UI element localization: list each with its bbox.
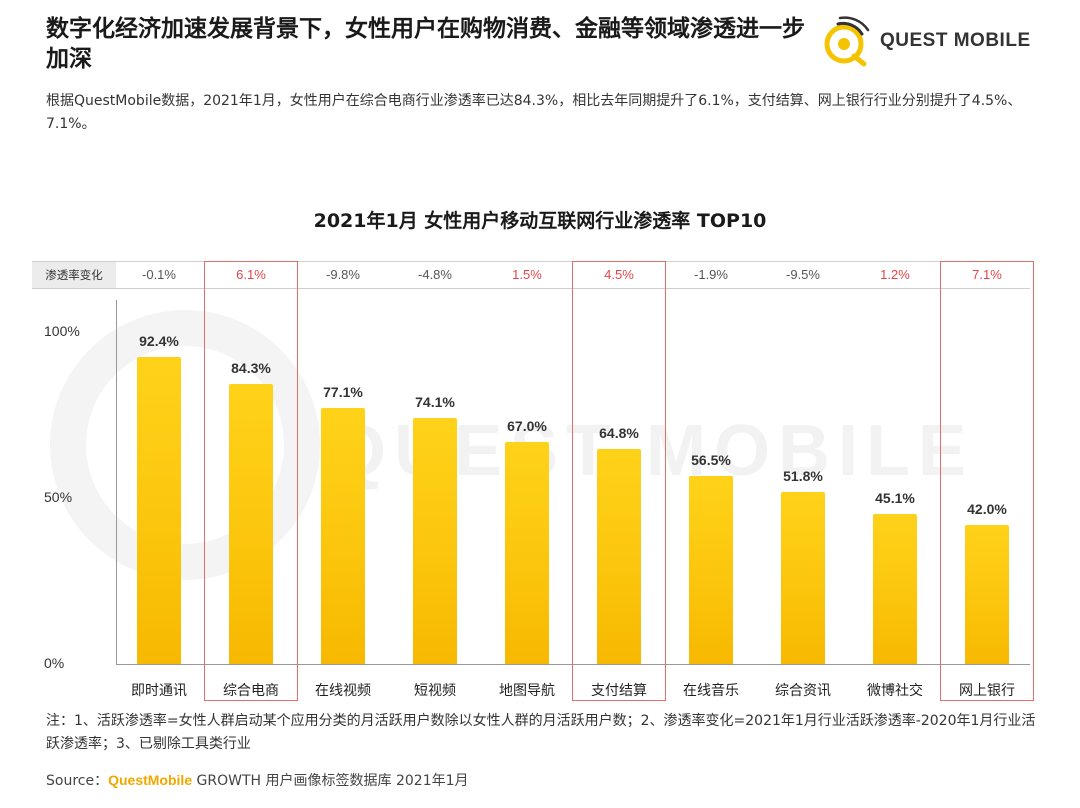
change-row-label: 渗透率变化 [32,262,116,288]
change-value: 7.1% [972,267,1002,282]
chart-title: 2021年1月 女性用户移动互联网行业渗透率 TOP10 [313,210,767,232]
highlight-box [204,261,298,701]
change-value: -0.1% [142,267,176,282]
category-label: 综合资讯 [775,683,831,699]
bar [413,417,457,664]
bar [781,492,825,664]
category-label: 网上银行 [959,683,1015,699]
category-label: 在线音乐 [683,683,739,699]
questmobile-logo-icon [824,16,870,67]
change-value: 1.5% [512,267,542,282]
bar-value-label: 56.5% [691,452,731,469]
x-axis [116,664,1030,665]
brand-logo: QUEST MOBILE [818,16,1048,68]
change-value: 1.2% [880,267,910,282]
footnote: 注：1、活跃渗透率=女性人群启动某个应用分类的月活跃用户数除以女性人群的月活跃用… [46,713,1036,752]
source-rest: GROWTH 用户画像标签数据库 2021年1月 [192,773,469,789]
bar [505,441,549,664]
bar-value-label: 84.3% [231,360,271,377]
bar-value-label: 45.1% [875,490,915,507]
bar [137,357,181,664]
bar-value-label: 42.0% [967,500,1007,517]
headline: 数字化经济加速发展背景下，女性用户在购物消费、金融等领域渗透进一步加深 [46,16,805,72]
bar-value-label: 77.1% [323,384,363,401]
change-value: -9.5% [786,267,820,282]
category-label: 支付结算 [591,683,647,699]
source-prefix: Source： [46,773,109,789]
highlight-box [940,261,1034,701]
bar [689,476,733,664]
category-label: 地图导航 [499,683,555,699]
category-label: 即时通讯 [131,683,187,699]
bar [597,448,641,664]
change-row-top-line [32,261,1030,262]
category-label: 在线视频 [315,683,371,699]
category-label: 微博社交 [867,683,923,699]
subtitle: 根据QuestMobile数据，2021年1月，女性用户在综合电商行业渗透率已达… [46,93,1022,132]
y-tick-label: 0% [44,655,65,671]
category-label: 短视频 [414,683,456,699]
change-value: -4.8% [418,267,452,282]
y-axis [116,300,117,664]
bar-value-label: 92.4% [139,333,179,350]
y-tick-label: 100% [44,323,80,339]
bar-value-label: 74.1% [415,393,455,410]
change-value: -9.8% [326,267,360,282]
y-tick-label: 50% [44,489,73,505]
bar [229,384,273,664]
bar-value-label: 64.8% [599,424,639,441]
source-line: Source：QuestMobile GROWTH 用户画像标签数据库 2021… [46,770,469,790]
bar-value-label: 51.8% [783,468,823,485]
change-row-bottom-line [32,288,1030,289]
bar [873,514,917,664]
bar [965,524,1009,664]
change-value: 6.1% [236,267,266,282]
bar [321,408,365,664]
highlight-box [572,261,666,701]
change-value: -1.9% [694,267,728,282]
change-value: 4.5% [604,267,634,282]
logo-text: QUEST MOBILE [880,30,1031,51]
source-brand: QuestMobile [108,772,193,788]
category-label: 综合电商 [223,683,279,699]
bar-value-label: 67.0% [507,417,547,434]
